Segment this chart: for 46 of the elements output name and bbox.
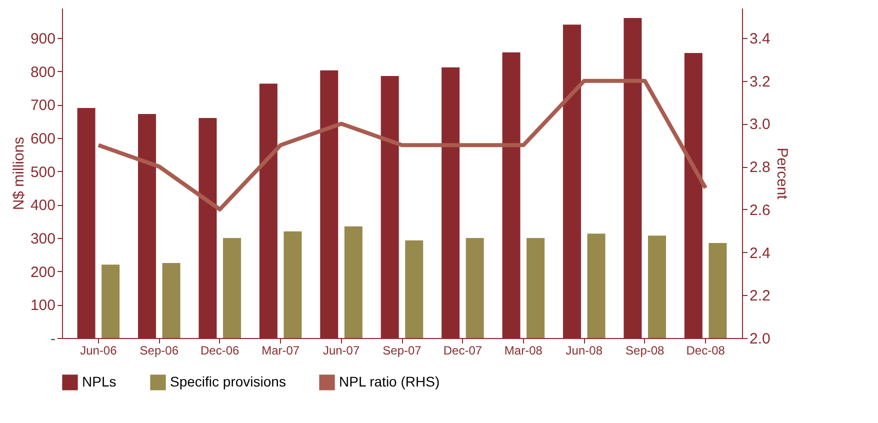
- y2-tick-label: 3.4: [750, 30, 770, 48]
- x-tick-label: Sep-08: [626, 344, 665, 358]
- bar: [284, 231, 302, 338]
- y-tick-label: 400: [30, 197, 56, 214]
- bar: [526, 238, 545, 338]
- bar: [405, 240, 424, 338]
- y-tick-label: 100: [30, 297, 56, 314]
- x-tick-label: Dec-06: [200, 344, 240, 358]
- x-tick-label: Mar-08: [504, 344, 543, 358]
- y2-tick-label: 2.0: [750, 330, 770, 348]
- y-axis-title: N$ millions: [10, 136, 28, 210]
- x-tick-label: Jun-07: [322, 344, 360, 358]
- x-tick-label: Mar-07: [262, 344, 300, 358]
- bar: [708, 243, 727, 338]
- legend-label: NPL ratio (RHS): [339, 373, 440, 390]
- y-tick-label: 300: [30, 230, 56, 248]
- y2-tick-label: 2.2: [750, 288, 770, 305]
- y-tick-label: 800: [30, 64, 56, 81]
- y-tick-label: -: [50, 330, 56, 348]
- bar: [102, 264, 120, 338]
- y2-tick-label: 2.4: [750, 244, 770, 262]
- x-tick-label: Dec-08: [686, 344, 726, 358]
- bar: [587, 234, 606, 338]
- legend-label: NPLs: [82, 373, 116, 390]
- x-tick-label: Jun-08: [566, 344, 603, 358]
- legend-label: Specific provisions: [170, 373, 286, 390]
- x-tick-label: Dec-07: [443, 344, 482, 358]
- y-tick-label: 600: [30, 130, 56, 148]
- y2-tick-label: 3.0: [750, 116, 770, 134]
- y-tick-label: 200: [30, 264, 56, 281]
- y2-tick-label: 2.8: [750, 159, 770, 176]
- y2-tick-label: 2.6: [750, 202, 770, 219]
- x-tick-label: Sep-06: [140, 344, 179, 358]
- y2-axis-title: Percent: [773, 148, 790, 200]
- bar: [223, 238, 241, 338]
- x-tick-label: Jun-06: [80, 344, 118, 358]
- x-tick-label: Sep-07: [382, 344, 422, 358]
- y2-tick-label: 3.2: [750, 73, 770, 90]
- y-tick-label: 900: [30, 30, 56, 48]
- bar: [162, 263, 180, 338]
- y-tick-label: 700: [30, 97, 56, 114]
- bar: [344, 226, 362, 338]
- y-tick-label: 500: [30, 164, 56, 181]
- bar: [648, 236, 666, 338]
- line-series: [96, 78, 708, 212]
- bar: [466, 238, 484, 338]
